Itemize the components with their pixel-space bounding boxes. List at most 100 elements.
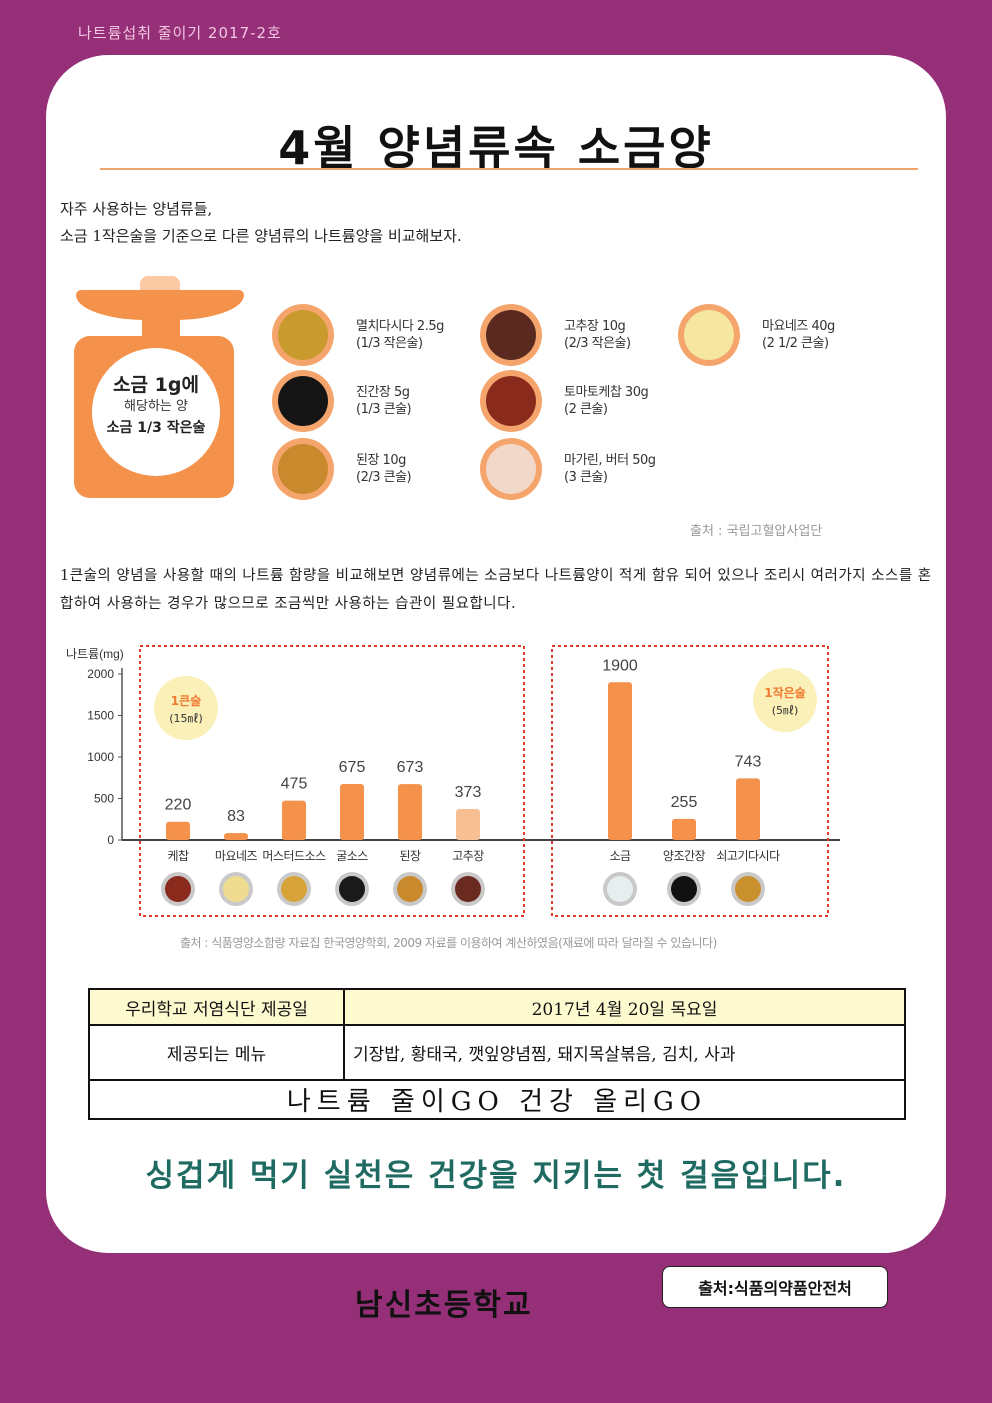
category-label: 머스터드소스	[262, 849, 326, 863]
unit-badge-label: 1큰술	[171, 694, 201, 708]
bar-value-label: 373	[455, 784, 482, 801]
bar-value-label: 255	[671, 794, 698, 811]
bar	[672, 818, 696, 840]
footer-slogan: 싱겁게 먹기 실천은 건강을 지키는 첫 걸음입니다.	[145, 1158, 847, 1194]
bar-value-label: 475	[281, 776, 308, 793]
issue-tag: 나트륨섭취 줄이기 2017-2호	[78, 24, 282, 42]
scale-neck	[142, 318, 180, 338]
unit-badge-label: 1작은술	[764, 685, 805, 700]
condiment-amount: (2/3 작은술)	[564, 336, 631, 351]
serving-date-value: 2017년 4월 20일 목요일	[343, 988, 906, 1026]
condiment-item: 진간장 5g (1/3 큰술)	[272, 370, 412, 432]
condiment-name: 마가린, 버터 50g	[564, 453, 656, 468]
category-label: 소금	[609, 849, 631, 863]
bowl-contents	[397, 876, 423, 902]
condiment-name: 멸치다시다 2.5g	[356, 319, 444, 334]
source-credit-3: 출처:식품의약품안전처	[662, 1266, 888, 1308]
bar-value-label: 675	[339, 759, 366, 776]
bar-value-label: 1900	[602, 657, 638, 674]
category-label: 굴소스	[336, 849, 368, 863]
bowl-contents	[455, 876, 481, 902]
category-label: 마요네즈	[215, 849, 258, 863]
condiment-amount: (2 1/2 큰술)	[762, 336, 829, 351]
unit-badge	[753, 668, 817, 732]
bowl-contents	[339, 876, 365, 902]
intro-text: 자주 사용하는 양념류들, 소금 1작은술을 기준으로 다른 양념류의 나트륨양…	[60, 196, 462, 250]
source-credit-2: 출처 : 식품영양소함량 자료집 한국영양학회, 2009 자료를 이용하여 계…	[180, 936, 717, 950]
scale-face: 소금 1g에 해당하는 양 소금 1/3 작은술	[92, 348, 220, 476]
bar	[456, 809, 480, 840]
condiment-item: 마요네즈 40g (2 1/2 큰술)	[678, 304, 835, 366]
group-frame-tablespoon	[139, 645, 525, 917]
sodium-bar-chart: 나트륨(mg) 0 500 1000 1500 2000 1큰술 (15㎖) 220 케찹 83 마요…	[66, 645, 840, 917]
condiment-bowl-icon	[678, 304, 740, 366]
condiment-bowl-icon	[480, 438, 542, 500]
unit-badge-volume: (5㎖)	[772, 704, 799, 717]
group-frame-teaspoon	[551, 645, 829, 917]
y-tick-label: 0	[107, 833, 114, 847]
unit-badge	[154, 676, 218, 740]
y-tick-label: 2000	[87, 667, 114, 681]
condiment-bowl-icon	[272, 304, 334, 366]
condiment-amount: (2/3 큰술)	[356, 470, 412, 485]
intro-line-2: 소금 1작은술을 기준으로 다른 양념류의 나트륨양을 비교해보자.	[60, 227, 462, 245]
title-divider	[100, 168, 918, 170]
category-label: 케찹	[167, 849, 189, 863]
bar	[608, 682, 632, 840]
menu-table: 우리학교 저염식단 제공일 2017년 4월 20일 목요일 제공되는 메뉴 기…	[88, 988, 906, 1120]
source-credit-1: 출처 : 국립고혈압사업단	[690, 524, 823, 539]
y-axis-label: 나트륨(mg)	[66, 647, 124, 661]
condiment-bowl-icon	[480, 304, 542, 366]
category-label: 된장	[399, 849, 421, 863]
scale-line-2: 해당하는 양	[124, 399, 188, 414]
bowl-contents	[607, 876, 633, 902]
y-tick-label: 500	[94, 792, 114, 806]
scale-line-3: 소금 1/3 작은술	[106, 420, 206, 436]
condiment-name: 토마토케찹 30g	[564, 385, 649, 400]
bar	[398, 784, 422, 840]
bar-value-label: 83	[227, 808, 245, 825]
explanation-paragraph: 1큰술의 양념을 사용할 때의 나트륨 함량을 비교해보면 양념류에는 소금보다…	[60, 568, 932, 612]
condiment-item: 된장 10g (2/3 큰술)	[272, 438, 412, 500]
serving-date-label: 우리학교 저염식단 제공일	[88, 988, 345, 1026]
condiment-amount: (3 큰술)	[564, 470, 608, 485]
bowl-contents	[165, 876, 191, 902]
bar-value-label: 220	[165, 797, 192, 814]
bar	[224, 833, 248, 840]
condiment-amount: (2 큰술)	[564, 402, 608, 417]
scale-pan	[76, 290, 244, 320]
bowl-contents	[223, 876, 249, 902]
bowl-contents	[735, 876, 761, 902]
condiment-name: 된장 10g	[356, 453, 406, 468]
y-tick-label: 1000	[87, 750, 114, 764]
condiment-name: 마요네즈 40g	[762, 319, 835, 334]
condiment-bowl-icon	[272, 438, 334, 500]
menu-value: 기장밥, 황태국, 깻잎양념찜, 돼지목살볶음, 김치, 사과	[343, 1024, 906, 1081]
condiment-item: 멸치다시다 2.5g (1/3 작은술)	[272, 304, 444, 366]
condiment-item: 고추장 10g (2/3 작은술)	[480, 304, 631, 366]
category-label: 양조간장	[663, 849, 706, 863]
condiment-amount: (1/3 작은술)	[356, 336, 423, 351]
menu-label: 제공되는 메뉴	[88, 1024, 345, 1081]
bar	[340, 783, 364, 840]
y-tick-label: 1500	[87, 709, 114, 723]
condiment-bowl-icon	[480, 370, 542, 432]
condiment-item: 마가린, 버터 50g (3 큰술)	[480, 438, 656, 500]
unit-badge-volume: (15㎖)	[169, 712, 203, 725]
page-title: 4월 양념류속 소금양	[278, 121, 714, 175]
condiment-bowl-icon	[272, 370, 334, 432]
condiment-item: 토마토케찹 30g (2 큰술)	[480, 370, 649, 432]
bar-value-label: 673	[397, 759, 424, 776]
condiment-amount: (1/3 큰술)	[356, 402, 412, 417]
bar-value-label: 743	[735, 753, 762, 770]
scale-line-1: 소금 1g에	[113, 374, 199, 396]
bar	[282, 800, 306, 840]
bowl-contents	[671, 876, 697, 902]
school-name: 남신초등학교	[355, 1288, 533, 1323]
bar	[736, 778, 760, 840]
condiment-name: 고추장 10g	[564, 319, 626, 334]
condiment-name: 진간장 5g	[356, 385, 410, 400]
category-label: 고추장	[452, 849, 484, 863]
campaign-slogan: 나트륨 줄이GO 건강 올리GO	[88, 1079, 906, 1120]
bar	[166, 821, 190, 840]
